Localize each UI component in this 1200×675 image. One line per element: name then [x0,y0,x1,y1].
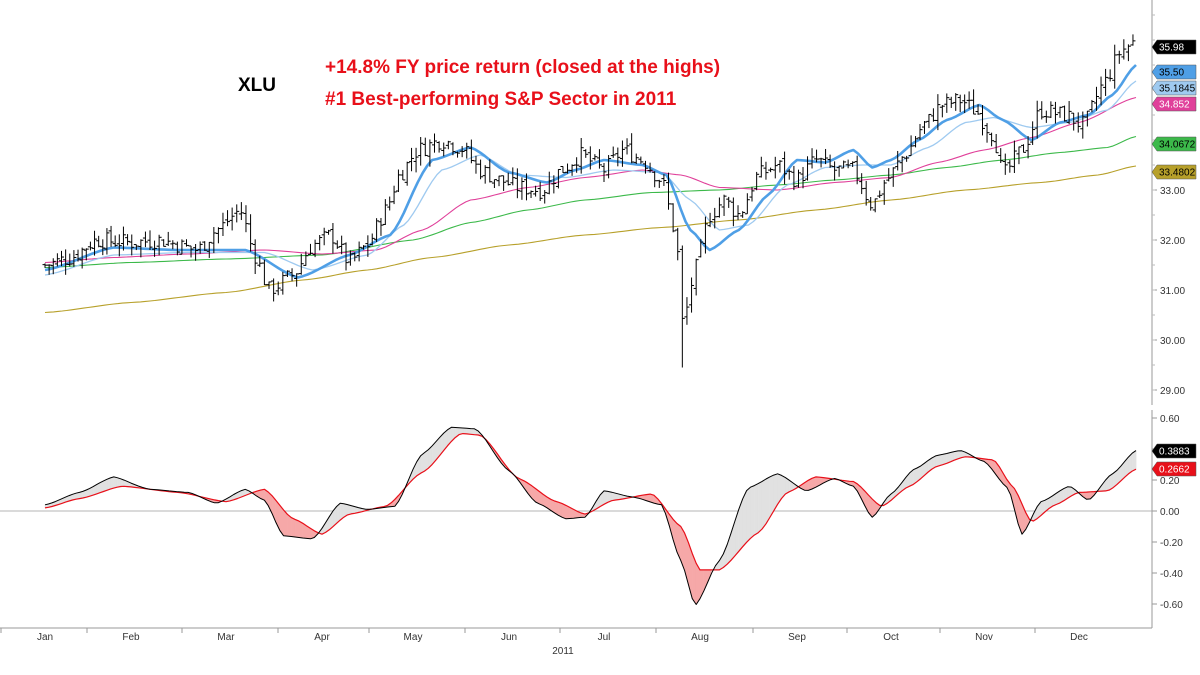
macd-fill-segment [746,486,751,543]
macd-fill-segment [1086,491,1091,500]
macd-fill-segment [558,501,563,518]
macd-last-value-label: 0.2662 [1159,465,1190,476]
ticker-label: XLU [238,75,276,96]
last-value-label: 35.98 [1159,43,1184,54]
macd-last-value-tag [1151,443,1197,459]
macd-tick-label: -0.40 [1160,569,1183,580]
x-year-label: 2011 [552,646,574,657]
y-tick-label: 33.00 [1160,186,1185,197]
y-tick-label: 31.00 [1160,286,1185,297]
macd-fill-segment [462,427,467,435]
last-value-tag [1151,136,1197,152]
macd-fill-segment [939,454,944,466]
macd-fill-segment [113,476,118,489]
macd-fill-segment [765,476,770,525]
macd-fill-segment [294,519,300,538]
moving-average-line [44,80,1137,276]
macd-fill-segment [106,477,111,491]
moving-average-lines [44,64,1137,314]
annotation-line-1: +14.8% FY price return (closed at the hi… [325,57,720,78]
macd-last-value-label: 0.3883 [1159,447,1190,458]
x-tick-label: Aug [691,632,709,643]
last-value-label: 34.852 [1159,100,1190,111]
last-value-label: 34.0672 [1159,140,1196,151]
macd-tick-label: 0.00 [1160,507,1180,518]
macd-fill-segment [761,478,767,530]
x-tick-label: Sep [788,632,806,643]
price-y-ticks: 33.00 32.00 31.00 30.00 29.00 [1152,14,1185,397]
x-tick-label: Jun [501,632,517,643]
price-bars [42,34,1136,368]
macd-fill-segment [562,503,567,520]
last-value-tag [1151,39,1197,55]
x-tick-label: May [404,632,423,643]
x-month-ticks: Jan Feb Mar Apr May Jun Jul Aug Sep Oct Nov Dec [0,628,1088,643]
moving-average-line [44,64,1137,279]
macd-tick-label: 0.20 [1160,476,1180,487]
y-tick-label: 32.00 [1160,236,1185,247]
macd-fill-segment [1131,450,1137,472]
macd-fill-segment [935,454,940,468]
price-panel [42,34,1137,368]
last-value-tag [1151,80,1197,96]
last-value-label: 35.1845 [1159,84,1196,95]
macd-last-value-tag [1151,461,1197,477]
macd-fill-segment [110,476,115,490]
last-value-label: 33.4802 [1159,168,1196,179]
x-tick-label: Nov [975,632,993,643]
last-value-tag [1151,164,1197,180]
macd-fill-segment [291,517,296,538]
x-tick-label: Jan [37,632,53,643]
moving-average-line [44,165,1137,314]
x-tick-label: Oct [883,632,899,643]
last-value-tag [1151,96,1197,112]
y-tick-label: 30.00 [1160,336,1185,347]
macd-fill-segment [424,449,429,472]
macd-fill-segment [758,481,763,534]
last-value-tags: 35.98 35.50 35.1845 34.852 34.0672 33.4802 0.3… [1151,39,1197,477]
macd-panel [0,426,1152,606]
macd-fill-segment [754,483,759,536]
x-tick-label: Dec [1070,632,1088,643]
moving-average-line [44,135,1137,269]
x-tick-label: Mar [217,632,235,643]
x-tick-label: Feb [122,632,140,643]
macd-fill-segment [750,485,755,539]
macd-fill-segment [742,490,747,548]
x-tick-label: Jul [598,632,611,643]
y-tick-label: 29.00 [1160,386,1185,397]
macd-tick-label: -0.20 [1160,538,1183,549]
macd-tick-label: -0.60 [1160,600,1183,611]
x-tick-label: Apr [314,632,330,643]
macd-series-line [44,426,1137,605]
last-value-label: 35.50 [1159,68,1184,79]
annotation-line-2: #1 Best-performing S&P Sector in 2011 [325,89,677,110]
macd-tick-label: 0.60 [1160,414,1180,425]
macd-lines [44,426,1137,605]
macd-fill-segment [347,504,352,516]
last-value-tag [1151,64,1197,80]
macd-series-line [44,433,1137,571]
